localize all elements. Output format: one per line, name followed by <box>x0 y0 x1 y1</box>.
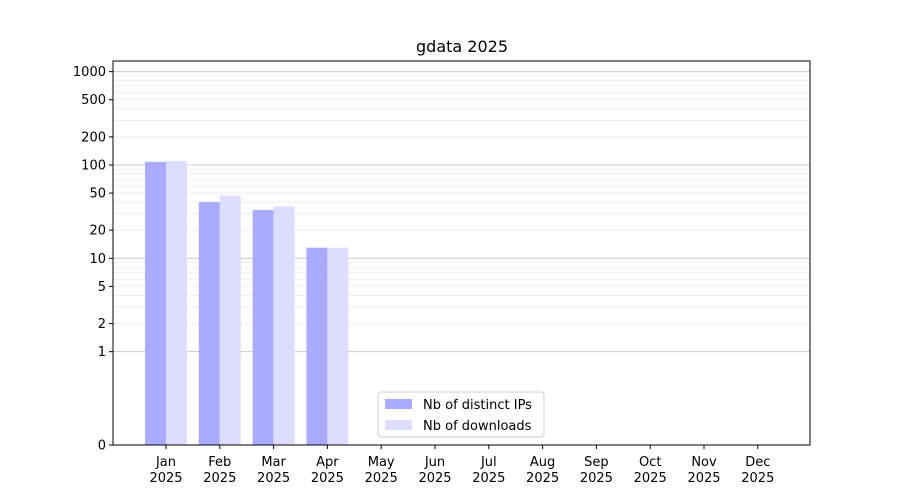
y-tick-label: 2 <box>98 317 106 332</box>
legend: Nb of distinct IPs Nb of downloads <box>377 391 545 438</box>
legend-swatch <box>385 420 412 430</box>
y-tick-label: 5 <box>98 280 106 295</box>
y-tick-label: 100 <box>81 158 106 173</box>
x-axis: Jan 2025 Feb 2025 Mar 2025 Apr 2025 May 2025 Jun 20… <box>149 445 774 486</box>
bar-distinct-ips <box>145 161 166 446</box>
y-tick-label: 1000 <box>73 65 106 80</box>
bars-layer <box>145 161 349 446</box>
bar-downloads <box>166 161 187 446</box>
legend-label: Nb of downloads <box>423 419 532 434</box>
y-tick-label: 200 <box>81 130 106 145</box>
x-tick-label: Apr 2025 <box>311 455 344 486</box>
legend-swatch <box>385 399 412 409</box>
x-tick-label: Oct 2025 <box>634 455 667 486</box>
x-tick-label: May 2025 <box>365 455 398 486</box>
x-tick-label: Feb 2025 <box>203 455 236 486</box>
y-tick-label: 20 <box>89 224 106 239</box>
y-axis: 0 1 2 5 10 20 50 100 200 500 1000 <box>73 65 113 454</box>
x-tick-label: Jun 2025 <box>418 455 451 486</box>
y-tick-label: 0 <box>98 439 106 454</box>
bar-distinct-ips <box>252 209 274 445</box>
y-tick-label: 500 <box>81 93 106 108</box>
x-tick-label: Aug 2025 <box>526 455 559 486</box>
legend-box <box>377 391 545 438</box>
chart-title: gdata 2025 <box>416 37 508 56</box>
x-tick-label: Dec 2025 <box>741 455 774 486</box>
x-tick-label: Jan 2025 <box>149 455 182 486</box>
legend-label: Nb of distinct IPs <box>423 398 532 413</box>
bar-downloads <box>273 206 295 445</box>
y-tick-label: 1 <box>98 345 106 360</box>
x-tick-label: Mar 2025 <box>257 455 290 486</box>
bar-downloads <box>219 195 241 445</box>
bar-downloads <box>327 247 349 445</box>
bar-distinct-ips <box>306 247 328 445</box>
x-tick-label: Sep 2025 <box>580 455 613 486</box>
y-tick-label: 50 <box>89 187 106 202</box>
y-tick-label: 10 <box>89 252 106 267</box>
x-tick-label: Jul 2025 <box>472 455 505 486</box>
x-tick-label: Nov 2025 <box>687 455 720 486</box>
bar-distinct-ips <box>198 202 220 445</box>
plot-frame <box>112 60 811 446</box>
